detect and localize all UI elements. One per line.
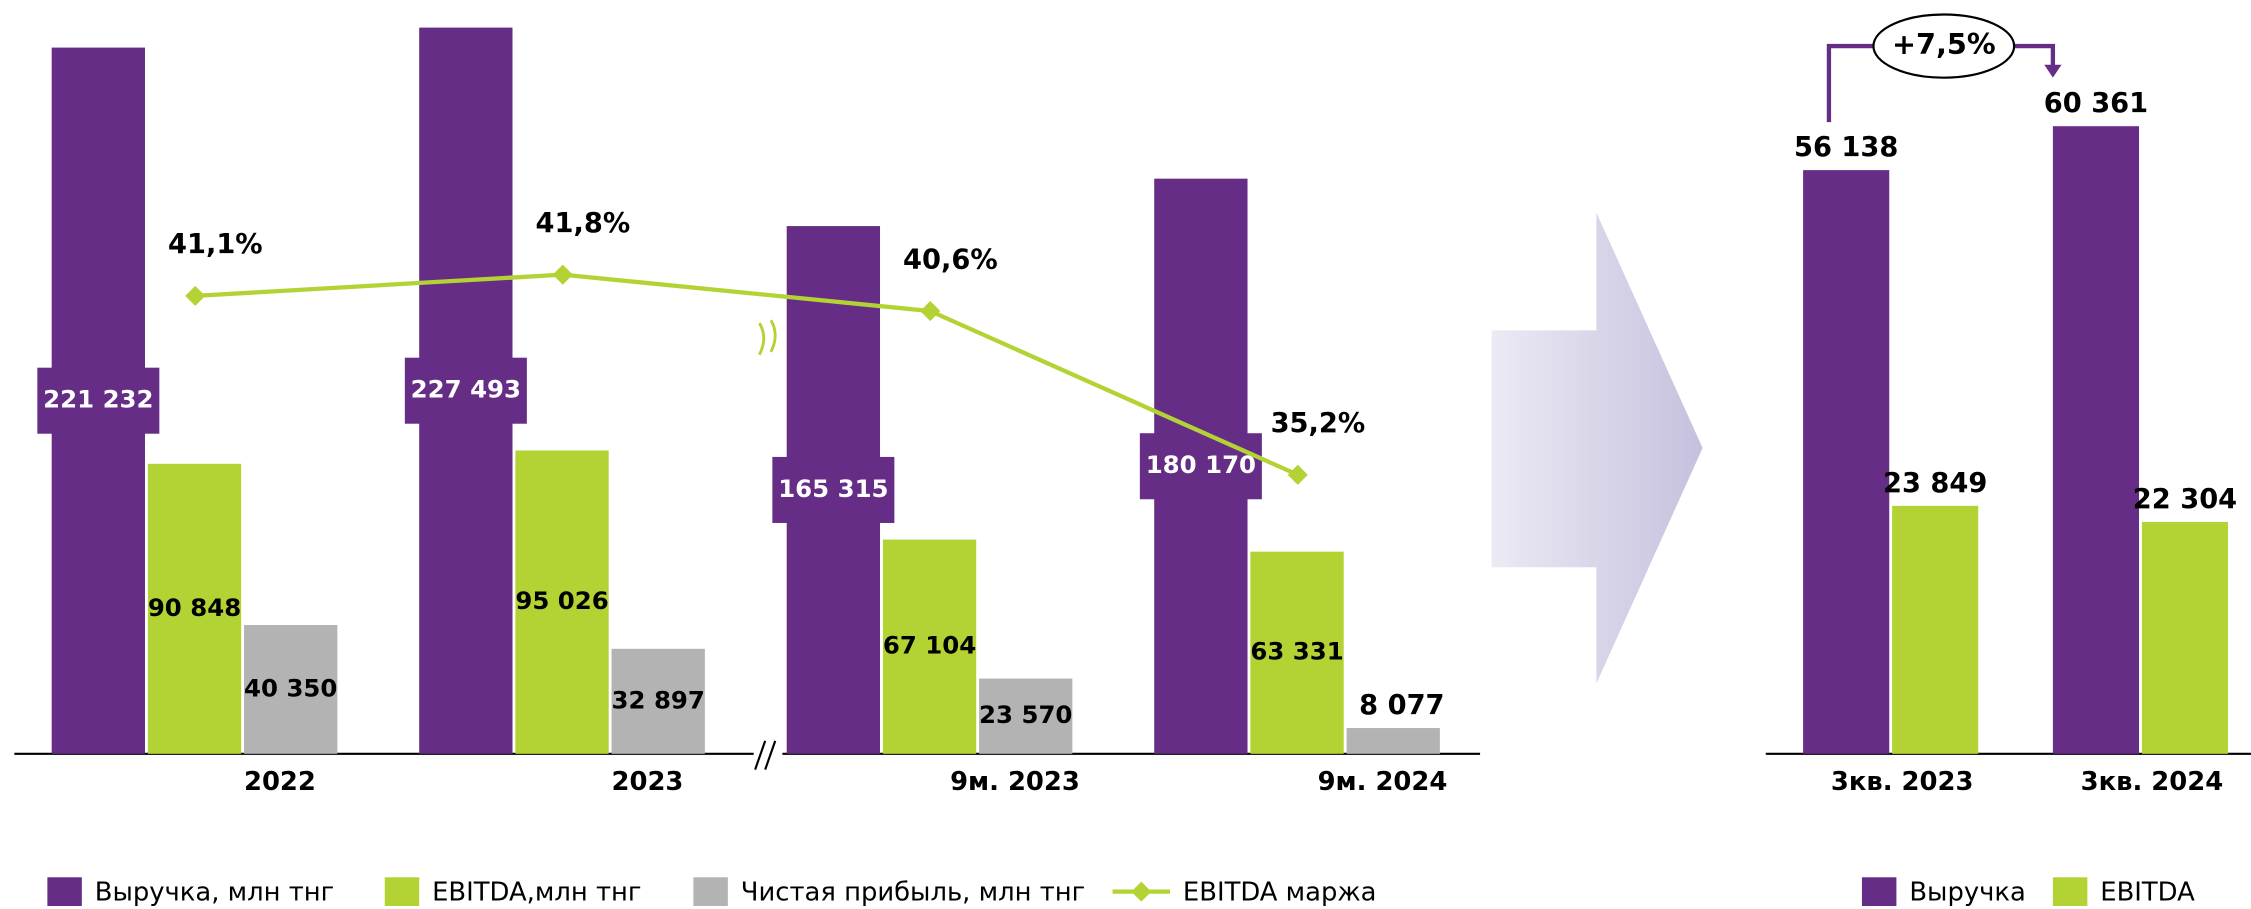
data-label: 95 026 bbox=[515, 586, 608, 615]
x-tick-label: 2022 bbox=[244, 767, 316, 797]
bar bbox=[515, 450, 609, 754]
legend-swatch bbox=[2052, 877, 2088, 906]
bar bbox=[2052, 126, 2140, 754]
data-label-box bbox=[772, 456, 895, 523]
bar bbox=[611, 648, 705, 754]
bar bbox=[882, 539, 977, 754]
data-label: 23 849 bbox=[1883, 468, 1987, 499]
margin-marker bbox=[552, 264, 573, 285]
data-label: 23 570 bbox=[979, 700, 1072, 729]
data-label: 40 350 bbox=[244, 673, 337, 702]
x-tick-label: 3кв. 2024 bbox=[2081, 767, 2224, 797]
data-label: 60 361 bbox=[2044, 88, 2148, 119]
margin-marker bbox=[185, 285, 206, 306]
growth-arrowhead bbox=[2044, 64, 2062, 78]
transition-arrow bbox=[1491, 212, 1703, 684]
data-label-box bbox=[1139, 433, 1262, 500]
bar bbox=[1803, 170, 1890, 754]
data-label: 165 315 bbox=[778, 474, 888, 503]
legend-swatch bbox=[384, 877, 420, 906]
bar bbox=[1346, 728, 1440, 754]
bar bbox=[244, 625, 338, 754]
legend-marker bbox=[1131, 881, 1152, 902]
data-label-box bbox=[37, 367, 160, 434]
growth-ellipse bbox=[1872, 13, 2016, 79]
legend-label: Выручка, млн тнг bbox=[95, 878, 335, 908]
x-tick-label: 9м. 2024 bbox=[1318, 767, 1448, 797]
legend-swatch bbox=[693, 877, 728, 906]
data-label: 35,2% bbox=[1271, 408, 1366, 439]
legend-label: Выручка bbox=[1909, 878, 2025, 908]
legend-label: Чистая прибыль, млн тнг bbox=[741, 878, 1085, 908]
x-tick-label: 9м. 2023 bbox=[950, 767, 1080, 797]
line-break-mark bbox=[758, 319, 777, 356]
growth-bracket bbox=[1826, 43, 2056, 123]
data-label: 67 104 bbox=[883, 631, 976, 660]
bar bbox=[979, 678, 1073, 754]
x-tick-label: 2023 bbox=[612, 767, 684, 797]
x-tick-label: 3кв. 2023 bbox=[1831, 767, 1974, 797]
data-label: 40,6% bbox=[903, 244, 998, 275]
legend-swatch bbox=[47, 877, 82, 906]
data-label: 41,1% bbox=[168, 229, 263, 260]
growth-annotation: +7,5% bbox=[1892, 27, 1996, 61]
margin-marker bbox=[1287, 464, 1308, 485]
legend-label: EBITDA маржа bbox=[1183, 878, 1377, 908]
data-label: 22 304 bbox=[2133, 484, 2237, 515]
data-label: 8 077 bbox=[1359, 690, 1444, 721]
legend-swatch bbox=[1861, 877, 1897, 906]
data-label: 32 897 bbox=[612, 685, 705, 714]
data-label: 90 848 bbox=[148, 593, 241, 622]
bar bbox=[147, 463, 242, 754]
data-label: 41,8% bbox=[536, 208, 631, 239]
data-label: 227 493 bbox=[411, 375, 521, 404]
bar bbox=[1892, 505, 1979, 754]
bar bbox=[2141, 521, 2229, 754]
margin-line bbox=[195, 272, 1299, 477]
axis-break bbox=[754, 740, 777, 770]
data-label: 63 331 bbox=[1250, 637, 1343, 666]
data-label: 221 232 bbox=[43, 385, 153, 414]
legend-label: EBITDA bbox=[2100, 878, 2195, 908]
legend-label: EBITDA,млн тнг bbox=[432, 878, 641, 908]
data-label: 180 170 bbox=[1146, 450, 1256, 479]
bar bbox=[1250, 551, 1344, 754]
margin-marker bbox=[920, 300, 941, 322]
data-label: 56 138 bbox=[1794, 132, 1898, 163]
data-label-box bbox=[404, 357, 527, 424]
line-break bbox=[758, 319, 777, 356]
